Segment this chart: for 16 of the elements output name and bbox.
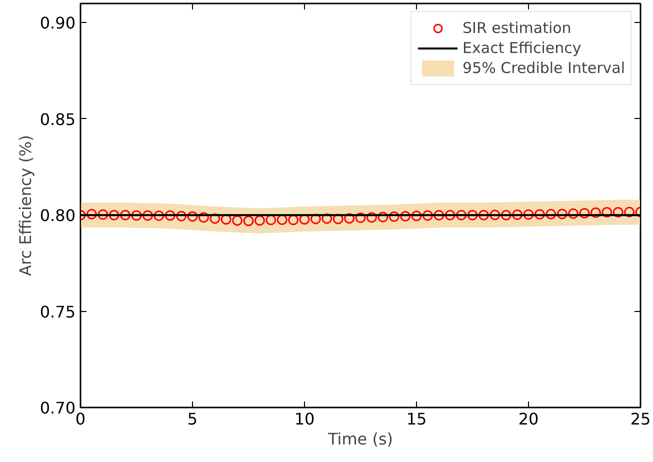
x-tick-label: 15 — [406, 410, 427, 428]
legend-label: Exact Efficiency — [462, 39, 582, 57]
y-tick-label: 0.80 — [40, 206, 76, 226]
x-axis-title: Time (s) — [326, 430, 394, 448]
y-tick-label: 0.75 — [40, 302, 76, 322]
y-tick-label: 0.85 — [40, 110, 76, 129]
y-tick-label: 0.70 — [40, 398, 76, 418]
x-tick-label: 5 — [187, 410, 198, 428]
x-tick-label: 25 — [630, 410, 651, 428]
legend-label: 95% Credible Interval — [462, 59, 625, 77]
x-tick-label: 20 — [518, 410, 539, 428]
y-tick-label: 0.90 — [40, 14, 76, 33]
legend-label: SIR estimation — [462, 19, 572, 37]
x-tick-label: 0 — [75, 410, 86, 428]
x-tick-label: 10 — [294, 410, 315, 428]
y-axis-title: Arc Efficiency (%) — [16, 135, 35, 276]
